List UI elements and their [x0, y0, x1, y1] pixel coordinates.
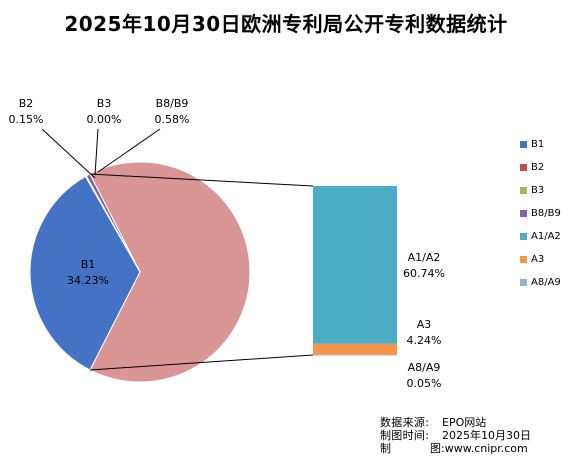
- chart-legend: B1 B2 B3 B8/B9 A1/A2 A3 A8/A9: [520, 141, 572, 302]
- source-row-maker: 制图:www.cnipr.com: [380, 442, 531, 455]
- data-source-label: 数据来源:: [380, 416, 442, 429]
- legend-swatch-a8a9: [520, 279, 527, 286]
- legend-label-b1: B1: [531, 140, 544, 150]
- legend-swatch-a1a2: [520, 233, 527, 240]
- pie-label-name-b8b9: B8/B9: [156, 97, 189, 110]
- legend-swatch-b1: [520, 141, 527, 148]
- maker-value: www.cnipr.com: [445, 442, 528, 455]
- pie-label-pct-b2: 0.15%: [9, 113, 44, 126]
- legend-label-b8b9: B8/B9: [531, 209, 561, 219]
- source-row-date: 制图时间:2025年10月30日: [380, 429, 531, 442]
- chart-date-value: 2025年10月30日: [442, 429, 531, 442]
- bar-segment-a3: [313, 344, 397, 355]
- bar-label-pct-a3: 4.24%: [407, 334, 442, 347]
- bar-label-name-a8a9: A8/A9: [408, 361, 441, 374]
- data-source-value: EPO网站: [442, 416, 486, 429]
- legend-swatch-b3: [520, 187, 527, 194]
- source-notes: 数据来源:EPO网站 制图时间:2025年10月30日 制图:www.cnipr…: [380, 416, 531, 455]
- legend-item-a1a2: A1/A2: [520, 233, 572, 256]
- legend-label-b3: B3: [531, 186, 544, 196]
- bar-label-name-a3: A3: [417, 318, 432, 331]
- maker-label-second: 图:: [430, 442, 445, 455]
- pie-label-name-b3: B3: [97, 97, 112, 110]
- bar-label-name-a1a2: A1/A2: [408, 251, 441, 264]
- pie-label-pct-b1: 34.23%: [67, 274, 109, 287]
- pie-label-name-b1: B1: [81, 258, 96, 271]
- bar-label-pct-a1a2: 60.74%: [403, 267, 445, 280]
- pie-label-pct-b3: 0.00%: [87, 113, 122, 126]
- legend-label-a3: A3: [531, 255, 544, 265]
- legend-label-b2: B2: [531, 163, 544, 173]
- legend-label-a1a2: A1/A2: [531, 232, 561, 242]
- legend-swatch-b2: [520, 164, 527, 171]
- maker-label-first: 制: [380, 442, 430, 455]
- legend-item-a8a9: A8/A9: [520, 279, 572, 302]
- legend-item-a3: A3: [520, 256, 572, 279]
- chart-date-label: 制图时间:: [380, 429, 442, 442]
- legend-item-b1: B1: [520, 141, 572, 164]
- legend-item-b2: B2: [520, 164, 572, 187]
- legend-swatch-a3: [520, 256, 527, 263]
- bar-segment-a1a2: [313, 186, 397, 344]
- legend-label-a8a9: A8/A9: [531, 278, 561, 288]
- legend-item-b3: B3: [520, 187, 572, 210]
- leader-line-b2: [42, 129, 95, 178]
- pie-label-pct-b8b9: 0.58%: [155, 113, 190, 126]
- leader-line-b3: [95, 129, 98, 175]
- pie-label-name-b2: B2: [19, 97, 34, 110]
- legend-swatch-b8b9: [520, 210, 527, 217]
- bar-label-pct-a8a9: 0.05%: [407, 377, 442, 390]
- legend-item-b8b9: B8/B9: [520, 210, 572, 233]
- bar-segment-a8a9: [313, 355, 397, 356]
- source-row-data: 数据来源:EPO网站: [380, 416, 531, 429]
